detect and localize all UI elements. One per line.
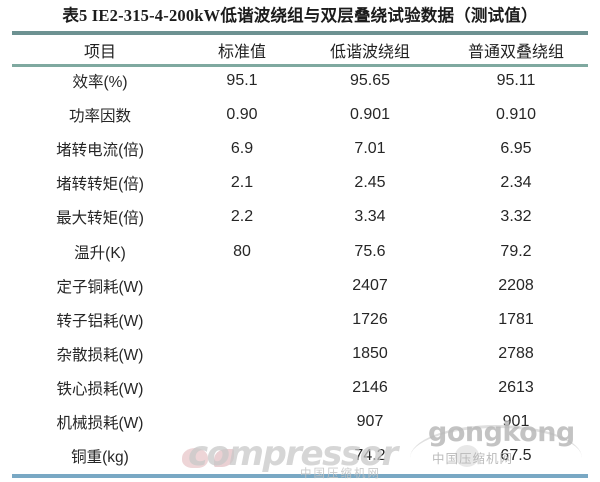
cell-standard (188, 337, 296, 371)
cell-low-harmonic: 0.901 (349, 106, 391, 124)
cell-double-layer: 79.2 (500, 242, 532, 260)
table-row: 堵转转矩(倍) 2.1 2.45 2.34 (12, 166, 588, 200)
table-bottom-rule (12, 474, 588, 478)
table-row: 铁心损耗(W) 2146 2613 (12, 371, 588, 405)
column-header-item: 项目 (83, 43, 116, 61)
cell-low-harmonic: 2.45 (354, 174, 386, 192)
table-row: 效率(%) 95.1 95.65 95.11 (12, 64, 588, 98)
cell-double-layer: 0.910 (495, 106, 537, 124)
cell-item: 杂散损耗(W) (56, 346, 144, 364)
table-top-rule (12, 31, 588, 35)
cell-double-layer: 67.5 (500, 447, 532, 465)
cell-low-harmonic: 7.01 (354, 140, 386, 158)
cell-low-harmonic: 907 (356, 412, 384, 430)
table-body: 效率(%) 95.1 95.65 95.11 功率因数 0.90 0.901 0.910 堵转电… (12, 64, 588, 473)
table-row: 杂散损耗(W) 1850 2788 (12, 337, 588, 371)
cell-item: 堵转电流(倍) (56, 142, 144, 160)
cell-item: 机械损耗(W) (56, 414, 144, 432)
table-row: 温升(K) 80 75.6 79.2 (12, 234, 588, 268)
cell-low-harmonic: 95.65 (349, 72, 391, 90)
column-header-standard: 标准值 (217, 43, 266, 61)
cell-low-harmonic: 2407 (352, 276, 388, 294)
cell-item: 堵转转矩(倍) (56, 176, 144, 194)
table-row: 铜重(kg) 74.2 67.5 (12, 439, 588, 473)
table-header-row: 项目 标准值 低谐波绕组 普通双叠绕组 (12, 35, 588, 64)
table-row: 定子铜耗(W) 2407 2208 (12, 269, 588, 303)
cell-item: 温升(K) (74, 244, 126, 262)
cell-standard (188, 371, 296, 405)
cell-double-layer: 3.32 (500, 208, 532, 226)
table-row: 最大转矩(倍) 2.2 3.34 3.32 (12, 200, 588, 234)
cell-low-harmonic: 1726 (352, 310, 388, 328)
cell-double-layer: 2613 (498, 378, 534, 396)
cell-low-harmonic: 3.34 (354, 208, 386, 226)
cell-item: 转子铝耗(W) (56, 312, 144, 330)
cell-item: 定子铜耗(W) (56, 278, 144, 296)
table-row: 堵转电流(倍) 6.9 7.01 6.95 (12, 132, 588, 166)
table-header: 项目 标准值 低谐波绕组 普通双叠绕组 (12, 35, 588, 64)
cell-double-layer: 6.95 (500, 140, 532, 158)
cell-standard: 2.2 (230, 208, 254, 226)
test-data-table: 项目 标准值 低谐波绕组 普通双叠绕组 效率(%) 95.1 95.65 95.11 功… (12, 35, 588, 473)
cell-standard (188, 439, 296, 473)
cell-double-layer: 901 (502, 412, 530, 430)
table-row: 机械损耗(W) 907 901 (12, 405, 588, 439)
cell-double-layer: 1781 (498, 310, 534, 328)
cell-item: 功率因数 (68, 108, 131, 126)
cell-standard: 6.9 (230, 140, 254, 158)
cell-low-harmonic: 1850 (352, 344, 388, 362)
cell-item: 最大转矩(倍) (56, 210, 144, 228)
cell-low-harmonic: 75.6 (354, 242, 386, 260)
cell-low-harmonic: 74.2 (354, 447, 386, 465)
cell-standard (188, 303, 296, 337)
cell-standard: 0.90 (226, 106, 258, 124)
table-row: 功率因数 0.90 0.901 0.910 (12, 98, 588, 132)
cell-standard (188, 269, 296, 303)
cell-standard: 95.1 (226, 72, 258, 90)
cell-item: 铜重(kg) (71, 449, 129, 467)
cell-double-layer: 2788 (498, 344, 534, 362)
cell-standard: 80 (233, 242, 251, 260)
cell-standard (188, 405, 296, 439)
cell-double-layer: 2.34 (500, 174, 532, 192)
cell-item: 效率(%) (72, 74, 128, 92)
cell-double-layer: 2208 (498, 276, 534, 294)
cell-standard: 2.1 (230, 174, 254, 192)
column-header-double-layer: 普通双叠绕组 (467, 43, 564, 61)
cell-double-layer: 95.11 (496, 72, 536, 90)
cell-low-harmonic: 2146 (352, 378, 388, 396)
cell-item: 铁心损耗(W) (56, 380, 144, 398)
table-header-rule (12, 64, 588, 67)
column-header-low-harmonic: 低谐波绕组 (329, 43, 410, 61)
table-row: 转子铝耗(W) 1726 1781 (12, 303, 588, 337)
table-caption: 表5 IE2-315-4-200kW低谐波绕组与双层叠绕试验数据（测试值） (62, 6, 538, 25)
